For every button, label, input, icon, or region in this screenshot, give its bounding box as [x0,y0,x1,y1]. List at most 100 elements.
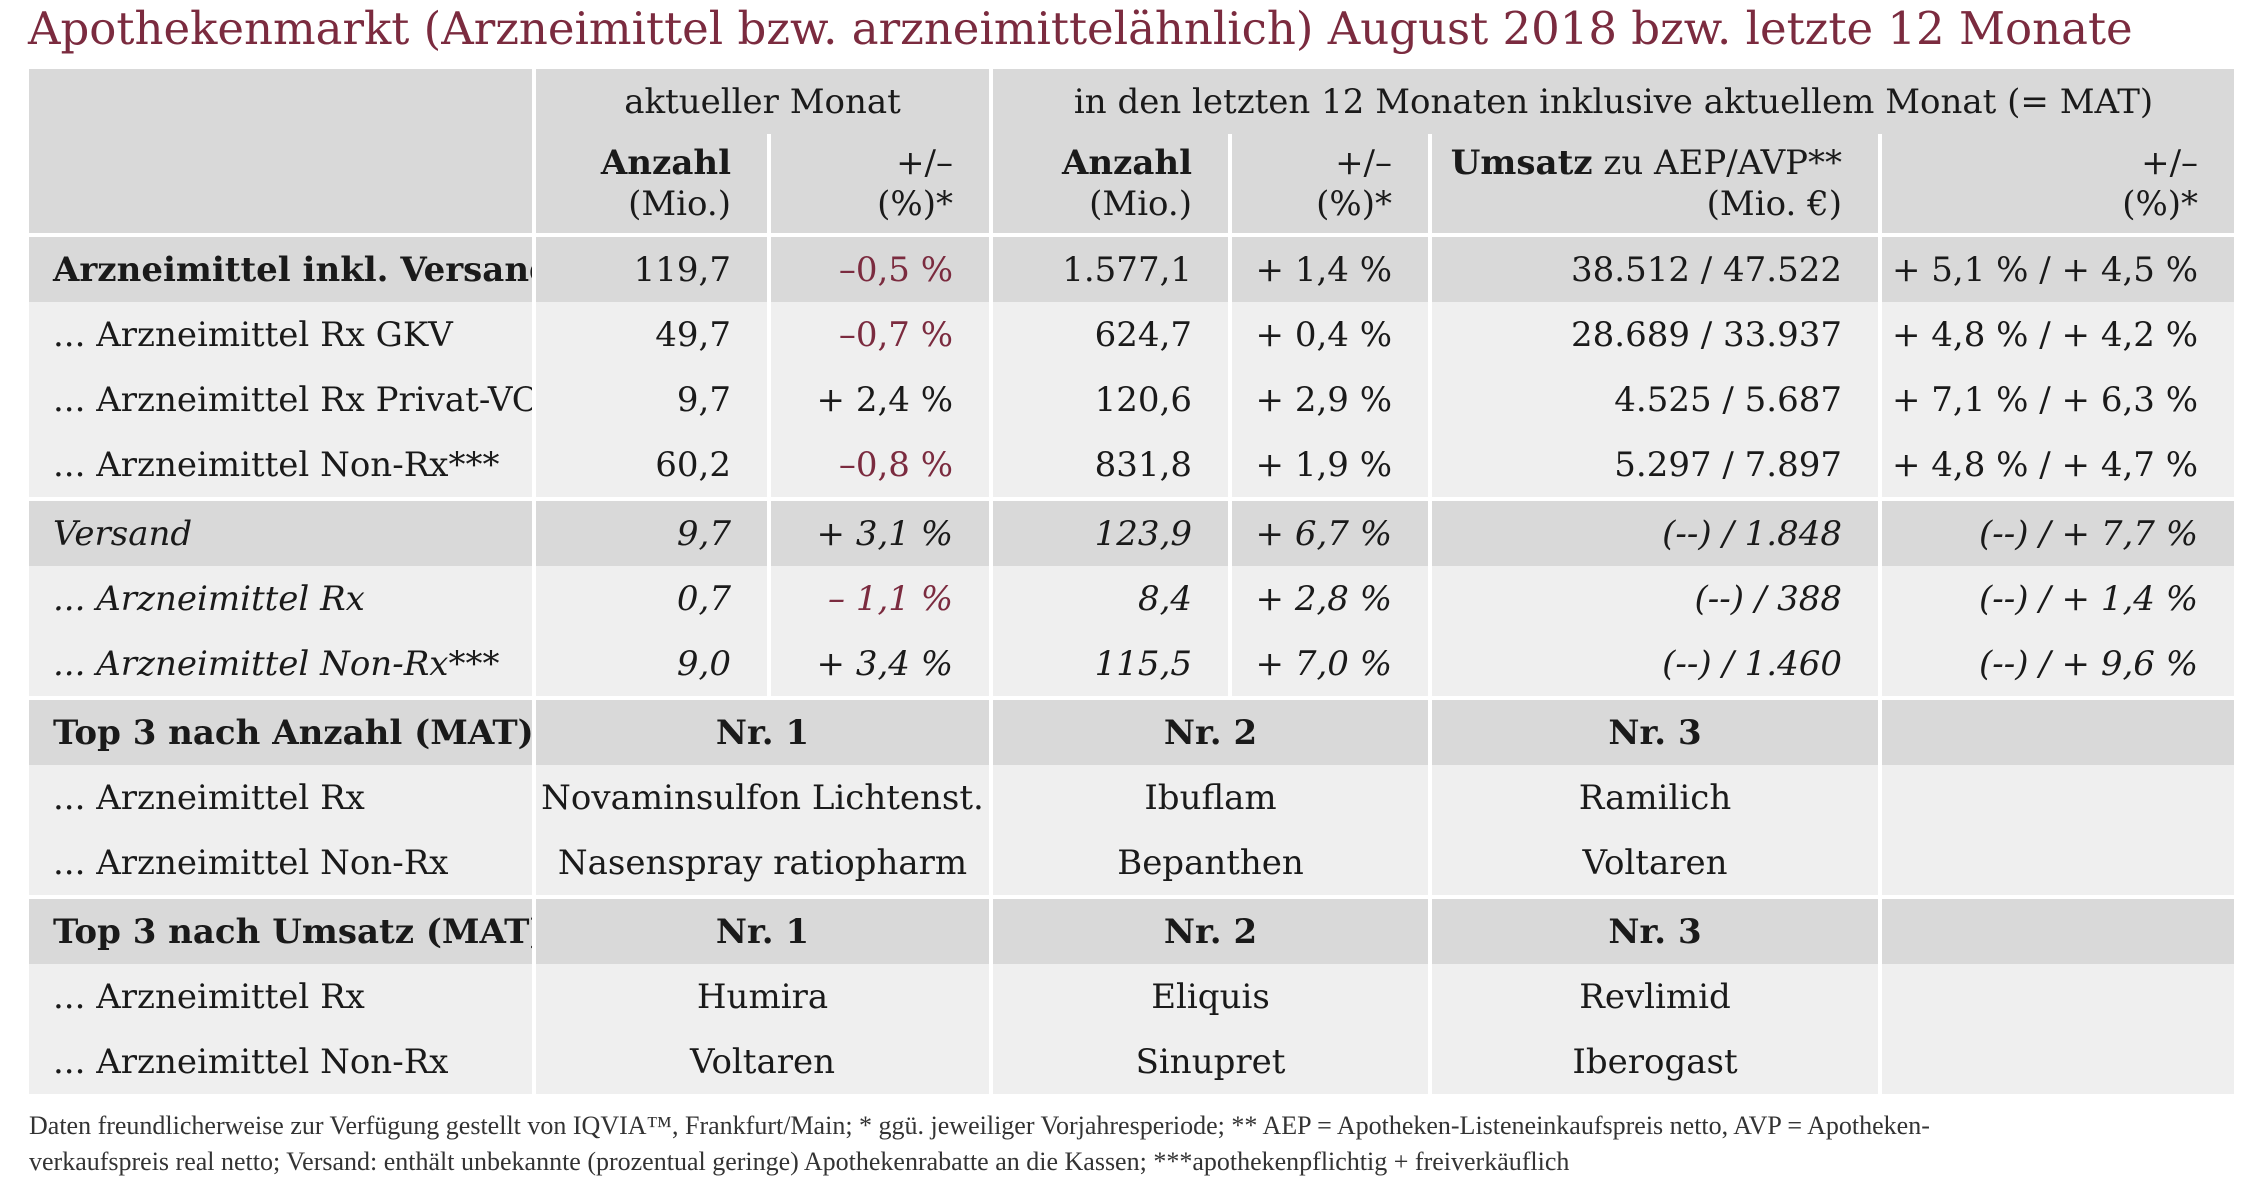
cur-change-cell: –0,7 % [767,302,990,367]
header-plusminus: +/– [2141,142,2199,183]
cur-count-cell: 9,0 [532,631,767,696]
mat-change-cell: + 7,0 % [1228,631,1429,696]
cur-change-cell: – 1,1 % [767,566,990,631]
mat-count-cell: 120,6 [989,367,1229,432]
header-unit-eur: (Mio. €) [1706,183,1843,224]
row-label: Versand [29,497,532,566]
rank-3-label: Nr. 3 [1428,696,1879,765]
mat-change-cell: + 1,4 % [1228,233,1429,302]
header-umsatz: Umsatz [1450,142,1593,183]
header-current-month: aktueller Monat [532,69,990,134]
rev-change-cell: + 5,1 % / + 4,5 % [1878,233,2235,302]
mat-count-cell: 123,9 [989,497,1229,566]
top-anzahl-rx-row: ... Arzneimittel Rx Novaminsulfon Lichte… [29,765,2235,830]
rev-change-cell: (--) / + 7,7 % [1878,497,2235,566]
empty-cell [1878,765,2235,830]
product-rank-3: Revlimid [1428,964,1879,1029]
row-label: ... Arzneimittel Rx GKV [29,302,532,367]
row-label: ... Arzneimittel Non-Rx [29,1029,532,1094]
header-mat: in den letzten 12 Monaten inklusive aktu… [989,69,2235,134]
row-label: Arzneimittel inkl. Versand [29,233,532,302]
product-rank-3: Ramilich [1428,765,1879,830]
rank-3-label: Nr. 3 [1428,895,1879,964]
rev-change-cell: + 4,8 % / + 4,2 % [1878,302,2235,367]
row-label: ... Arzneimittel Rx Privat-VO [29,367,532,432]
mat-change-cell: + 1,9 % [1228,432,1429,497]
header-empty-cell [29,134,532,233]
footnote: Daten freundlicherweise zur Verfügung ge… [29,1108,2234,1180]
mat-count-cell: 1.577,1 [989,233,1229,302]
header-pct: (%)* [877,183,954,224]
mat-change-cell: + 6,7 % [1228,497,1429,566]
rev-change-cell: (--) / + 1,4 % [1878,566,2235,631]
empty-cell [1878,895,2235,964]
cur-count-cell: 0,7 [532,566,767,631]
rank-2-label: Nr. 2 [989,696,1429,765]
product-rank-2: Sinupret [989,1029,1429,1094]
top-umsatz-nonrx-row: ... Arzneimittel Non-Rx Voltaren Sinupre… [29,1029,2235,1094]
revenue-cell: (--) / 1.848 [1428,497,1879,566]
top-anzahl-heading: Top 3 nach Anzahl (MAT) [29,696,532,765]
product-rank-2: Eliquis [989,964,1429,1029]
table-row: ... Arzneimittel Rx Privat-VO 9,7 + 2,4 … [29,367,2235,432]
top-umsatz-rx-row: ... Arzneimittel Rx Humira Eliquis Revli… [29,964,2235,1029]
rank-2-label: Nr. 2 [989,895,1429,964]
cur-change-cell: –0,8 % [767,432,990,497]
header-mat-change: +/– (%)* [1228,134,1429,233]
mat-count-cell: 624,7 [989,302,1229,367]
header-mat-count: Anzahl (Mio.) [989,134,1229,233]
mat-count-cell: 831,8 [989,432,1229,497]
product-rank-1: Nasenspray ratiopharm [532,830,990,895]
table-row: Versand 9,7 + 3,1 % 123,9 + 6,7 % (--) /… [29,497,2235,566]
rev-change-cell: (--) / + 9,6 % [1878,631,2235,696]
header-row-columns: Anzahl (Mio.) +/– (%)* Anzahl (Mio.) +/–… [29,134,2235,233]
row-label: ... Arzneimittel Non-Rx*** [29,432,532,497]
cur-count-cell: 49,7 [532,302,767,367]
revenue-cell: (--) / 1.460 [1428,631,1879,696]
empty-cell [1878,830,2235,895]
rank-1-label: Nr. 1 [532,895,990,964]
header-unit: (Mio.) [628,183,731,224]
revenue-cell: 4.525 / 5.687 [1428,367,1879,432]
revenue-cell: (--) / 388 [1428,566,1879,631]
mat-change-cell: + 2,8 % [1228,566,1429,631]
header-cur-count: Anzahl (Mio.) [532,134,767,233]
header-empty-cell [29,69,532,134]
header-unit: (Mio.) [1089,183,1193,224]
market-table: aktueller Monat in den letzten 12 Monate… [29,69,2235,1094]
table-row: ... Arzneimittel Non-Rx*** 60,2 –0,8 % 8… [29,432,2235,497]
product-rank-1: Novaminsulfon Lichtenst. [532,765,990,830]
header-cur-change: +/– (%)* [767,134,990,233]
mat-count-cell: 115,5 [989,631,1229,696]
table-row: Arzneimittel inkl. Versand 119,7 –0,5 % … [29,233,2235,302]
cur-count-cell: 9,7 [532,367,767,432]
rev-change-cell: + 4,8 % / + 4,7 % [1878,432,2235,497]
row-label: ... Arzneimittel Non-Rx [29,830,532,895]
rank-1-label: Nr. 1 [532,696,990,765]
product-rank-3: Voltaren [1428,830,1879,895]
cur-change-cell: –0,5 % [767,233,990,302]
header-row-groups: aktueller Monat in den letzten 12 Monate… [29,69,2235,134]
revenue-cell: 38.512 / 47.522 [1428,233,1879,302]
cur-change-cell: + 3,1 % [767,497,990,566]
product-rank-1: Humira [532,964,990,1029]
cur-count-cell: 9,7 [532,497,767,566]
mat-change-cell: + 0,4 % [1228,302,1429,367]
revenue-cell: 28.689 / 33.937 [1428,302,1879,367]
footnote-line-1: Daten freundlicherweise zur Verfügung ge… [29,1111,1930,1140]
product-rank-1: Voltaren [532,1029,990,1094]
cur-change-cell: + 2,4 % [767,367,990,432]
header-rev-change: +/– (%)* [1878,134,2235,233]
row-label: ... Arzneimittel Rx [29,964,532,1029]
rev-change-cell: + 7,1 % / + 6,3 % [1878,367,2235,432]
revenue-cell: 5.297 / 7.897 [1428,432,1879,497]
row-label: ... Arzneimittel Non-Rx*** [29,631,532,696]
header-anzahl: Anzahl [600,142,731,183]
top-anzahl-heading-row: Top 3 nach Anzahl (MAT) Nr. 1 Nr. 2 Nr. … [29,696,2235,765]
top-umsatz-heading-row: Top 3 nach Umsatz (MAT) Nr. 1 Nr. 2 Nr. … [29,895,2235,964]
empty-cell [1878,964,2235,1029]
product-rank-2: Ibuflam [989,765,1429,830]
empty-cell [1878,696,2235,765]
table-row: ... Arzneimittel Non-Rx*** 9,0 + 3,4 % 1… [29,631,2235,696]
header-umsatz-rest: zu AEP/AVP** [1592,142,1843,183]
